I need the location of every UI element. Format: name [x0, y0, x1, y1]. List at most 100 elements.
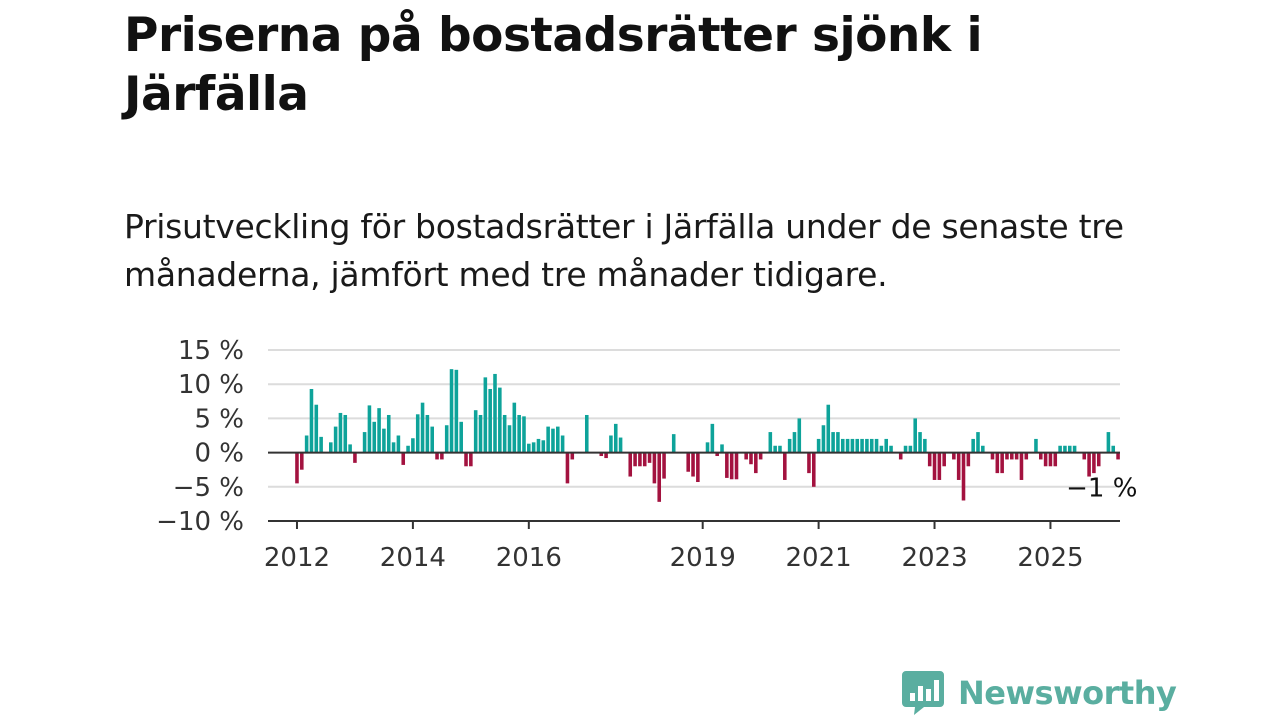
bar — [1063, 445, 1067, 453]
bar — [860, 438, 864, 453]
bar — [937, 452, 942, 480]
bar — [797, 418, 802, 453]
bar — [362, 432, 367, 453]
bar — [348, 444, 352, 453]
bar — [478, 414, 483, 453]
bar — [691, 452, 695, 477]
bar — [787, 438, 792, 453]
bar — [725, 452, 729, 478]
newsworthy-chart-icon — [902, 671, 944, 715]
y-tick-label: 10 % — [178, 370, 244, 400]
x-tick-label: 2023 — [901, 543, 967, 573]
bar — [821, 425, 826, 453]
bar — [812, 452, 816, 487]
bar — [831, 432, 835, 453]
bar — [874, 438, 879, 453]
bar — [319, 436, 323, 453]
bar — [295, 452, 299, 484]
bar — [758, 452, 763, 460]
bar — [729, 452, 734, 480]
x-tick-label: 2021 — [786, 543, 852, 573]
bar — [1048, 452, 1053, 467]
bar — [469, 452, 473, 467]
bar — [454, 369, 459, 453]
bar — [304, 435, 309, 453]
bar — [420, 402, 425, 453]
bar — [850, 438, 855, 453]
bar — [671, 434, 676, 453]
bar — [1005, 452, 1009, 460]
bar — [329, 442, 333, 453]
bar — [517, 414, 521, 453]
bar — [493, 373, 497, 453]
bar — [406, 445, 410, 453]
bar — [903, 445, 908, 453]
bar — [657, 452, 662, 502]
bar — [778, 445, 782, 453]
bar — [570, 452, 575, 460]
bar — [1024, 452, 1029, 460]
bar — [1019, 452, 1024, 480]
bar — [1053, 452, 1058, 467]
bar — [647, 452, 652, 463]
bar — [459, 421, 463, 453]
bar — [845, 438, 850, 453]
bar — [391, 442, 396, 453]
bar — [372, 421, 377, 453]
bar — [816, 438, 821, 453]
bar — [1034, 438, 1038, 453]
bar — [498, 387, 502, 453]
bar — [754, 452, 758, 474]
gridlines — [268, 349, 1120, 488]
bar — [604, 452, 608, 459]
bar — [377, 408, 381, 453]
bar — [522, 416, 526, 453]
axis-labels: 15 % 10 % 5 % 0 % −5 % −10 % 2012 2014 2016 2019 2… — [156, 336, 1137, 573]
bar — [898, 452, 903, 460]
y-tick-label: −10 % — [156, 507, 244, 537]
bar — [840, 438, 845, 453]
bar — [1010, 452, 1014, 460]
bar — [710, 423, 715, 453]
bar — [633, 452, 637, 467]
bar — [889, 445, 893, 453]
bar — [1043, 452, 1048, 467]
bar — [343, 414, 348, 453]
bar — [435, 452, 439, 460]
bar — [855, 438, 860, 453]
bar — [401, 452, 406, 465]
bar — [686, 452, 690, 472]
x-tick-label: 2025 — [1017, 543, 1083, 573]
bar — [884, 438, 889, 453]
bar — [338, 412, 343, 453]
bar — [609, 435, 613, 453]
bar — [734, 452, 739, 480]
bar — [923, 438, 927, 453]
bar — [1000, 452, 1004, 474]
bar — [440, 452, 444, 460]
bar — [565, 452, 570, 484]
bar — [449, 369, 454, 453]
bar — [527, 443, 531, 453]
bar — [879, 445, 884, 453]
bar — [551, 428, 555, 453]
bar — [556, 426, 560, 453]
bar — [744, 452, 748, 460]
bar — [1092, 452, 1096, 474]
bar — [333, 426, 338, 453]
bar — [995, 452, 1000, 474]
bar — [367, 405, 372, 453]
bar — [942, 452, 946, 467]
chart-title: Priserna på bostadsrätter sjönk i Järfäl… — [124, 8, 983, 122]
bar — [300, 452, 304, 470]
bar — [913, 418, 917, 453]
bar — [444, 425, 449, 453]
bar — [425, 414, 430, 453]
bar — [720, 444, 724, 453]
bar — [430, 426, 434, 453]
bar — [1116, 452, 1120, 460]
bar — [932, 452, 937, 480]
bar — [314, 404, 319, 453]
bar — [309, 388, 314, 453]
bar — [1082, 452, 1087, 460]
